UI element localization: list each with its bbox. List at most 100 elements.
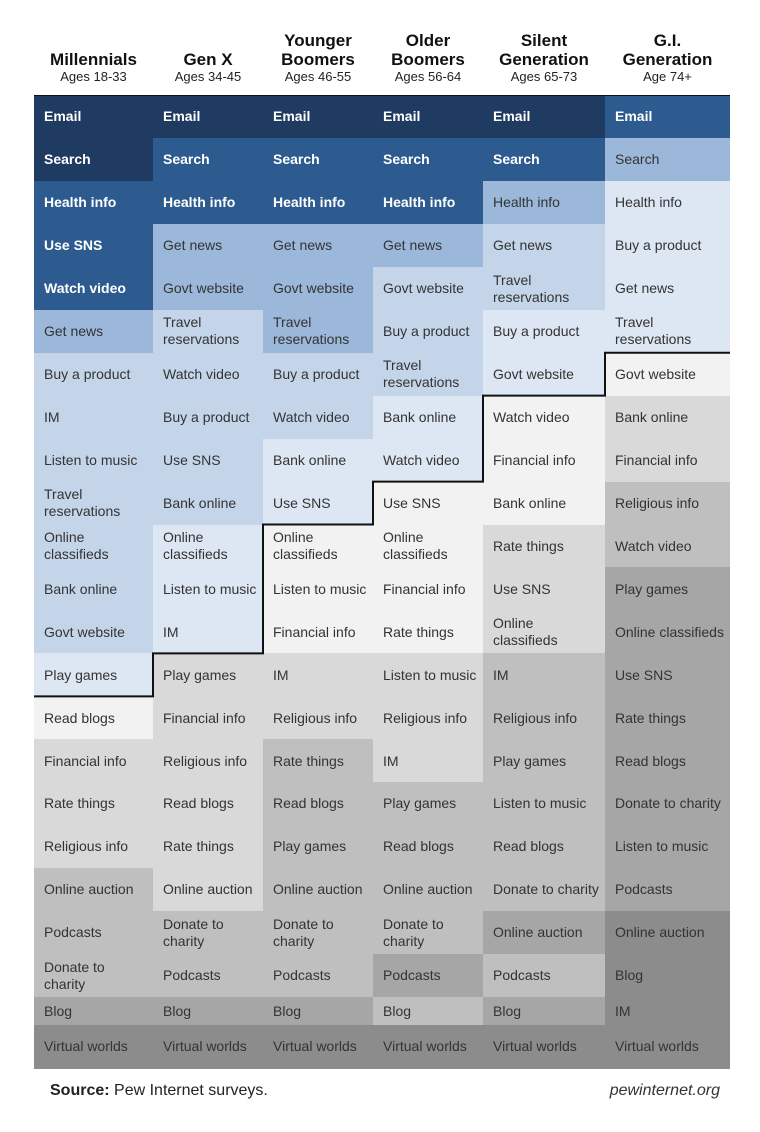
activity-cell: Watch video <box>605 524 730 568</box>
activity-cell: Virtual worlds <box>263 1025 373 1069</box>
activity-cell: Health info <box>605 180 730 225</box>
activity-cell: Online classifieds <box>483 610 605 654</box>
activity-cell: Buy a product <box>373 309 483 354</box>
activity-cell: Health info <box>373 180 483 225</box>
activity-cell: IM <box>153 610 263 654</box>
activity-cell: Buy a product <box>263 352 373 397</box>
activity-cell: Health info <box>153 180 263 225</box>
activity-cell: Online auction <box>263 868 373 912</box>
activity-cell: Blog <box>605 954 730 998</box>
activity-cell: Listen to music <box>605 825 730 869</box>
activity-cell: Travel reservations <box>34 481 153 525</box>
activity-cell: Podcasts <box>153 954 263 998</box>
activity-cell: Podcasts <box>605 868 730 912</box>
activity-cell: Bank online <box>263 438 373 483</box>
activity-cell: Religious info <box>605 481 730 525</box>
activity-cell: Search <box>263 137 373 182</box>
activity-cell: Govt website <box>34 610 153 654</box>
activity-cell: Financial info <box>34 739 153 783</box>
activity-cell: IM <box>605 997 730 1026</box>
activity-cell: Bank online <box>605 395 730 440</box>
activity-cell: Donate to charity <box>483 868 605 912</box>
activity-cell: Virtual worlds <box>605 1025 730 1069</box>
activity-cell: Play games <box>263 825 373 869</box>
activity-cell: Govt website <box>483 352 605 397</box>
activity-cell: Rate things <box>483 524 605 568</box>
activity-cell: Read blogs <box>483 825 605 869</box>
activity-cell: Online classifieds <box>34 524 153 568</box>
activity-cell: Religious info <box>34 825 153 869</box>
activity-cell: Listen to music <box>373 653 483 697</box>
activity-cell: Financial info <box>483 438 605 483</box>
activity-cell: Travel reservations <box>483 266 605 311</box>
activity-cell: Play games <box>483 739 605 783</box>
activity-cell: Podcasts <box>373 954 483 998</box>
activity-cell: Online auction <box>483 911 605 955</box>
activity-cell: Podcasts <box>263 954 373 998</box>
generation-name: Younger Boomers <box>281 31 355 69</box>
activity-cell: Read blogs <box>605 739 730 783</box>
activity-cell: Health info <box>483 180 605 225</box>
activity-cell: Online auction <box>605 911 730 955</box>
activity-cell: Podcasts <box>483 954 605 998</box>
activity-cell: Financial info <box>263 610 373 654</box>
activity-cell: Religious info <box>153 739 263 783</box>
activity-cell: Govt website <box>153 266 263 311</box>
column-header: Millennials Ages 18-33 <box>34 14 153 84</box>
activity-cell: Use SNS <box>605 653 730 697</box>
activity-cell: Govt website <box>605 352 730 397</box>
activity-cell: Rate things <box>153 825 263 869</box>
activity-cell: Listen to music <box>153 567 263 611</box>
activity-cell: Online auction <box>373 868 483 912</box>
activity-cell: Rate things <box>263 739 373 783</box>
activity-cell: Online classifieds <box>373 524 483 568</box>
activity-cell: Watch video <box>373 438 483 483</box>
generation-name: Silent Generation <box>499 31 589 69</box>
column-header: Younger Boomers Ages 46-55 <box>263 14 373 84</box>
activity-cell: IM <box>483 653 605 697</box>
activity-cell: Online auction <box>153 868 263 912</box>
activity-cell: Rate things <box>605 696 730 740</box>
activity-cell: Get news <box>373 223 483 268</box>
activity-cell: Religious info <box>483 696 605 740</box>
activity-cell: IM <box>34 395 153 440</box>
activity-cell: Use SNS <box>153 438 263 483</box>
activity-cell: Virtual worlds <box>483 1025 605 1069</box>
activity-cell: Watch video <box>153 352 263 397</box>
activity-cell: Travel reservations <box>373 352 483 397</box>
activity-cell: Buy a product <box>153 395 263 440</box>
activity-cell: Get news <box>34 309 153 354</box>
generation-name: Millennials <box>50 50 137 69</box>
activity-cell: Read blogs <box>34 696 153 740</box>
activity-cell: IM <box>373 739 483 783</box>
activity-cell: Play games <box>153 653 263 697</box>
activity-cell: Online classifieds <box>263 524 373 568</box>
activity-cell: Get news <box>153 223 263 268</box>
activity-cell: Bank online <box>34 567 153 611</box>
activity-cell: Donate to charity <box>263 911 373 955</box>
site-credit: pewinternet.org <box>609 1082 720 1099</box>
age-range: Ages 46-55 <box>284 69 352 84</box>
activity-cell: Online classifieds <box>605 610 730 654</box>
activity-cell: Blog <box>373 997 483 1026</box>
activity-cell: Get news <box>483 223 605 268</box>
activity-cell: Email <box>153 95 263 139</box>
activity-cell: Bank online <box>373 395 483 440</box>
activity-cell: Travel reservations <box>263 309 373 354</box>
activity-cell: Donate to charity <box>153 911 263 955</box>
activity-cell: Rate things <box>34 782 153 826</box>
generation-name: Older Boomers <box>391 31 465 69</box>
activity-cell: Buy a product <box>605 223 730 268</box>
activity-cell: Email <box>373 95 483 139</box>
activity-cell: Financial info <box>153 696 263 740</box>
activity-cell: Play games <box>34 653 153 697</box>
age-range: Age 74+ <box>643 69 692 84</box>
activity-cell: Play games <box>373 782 483 826</box>
activity-cell: Rate things <box>373 610 483 654</box>
activity-cell: Read blogs <box>263 782 373 826</box>
activity-cell: Donate to charity <box>373 911 483 955</box>
footer: Source: Pew Internet surveys. pewinterne… <box>50 1082 720 1100</box>
activity-cell: Bank online <box>153 481 263 525</box>
column-header: G.I. Generation Age 74+ <box>605 14 730 84</box>
